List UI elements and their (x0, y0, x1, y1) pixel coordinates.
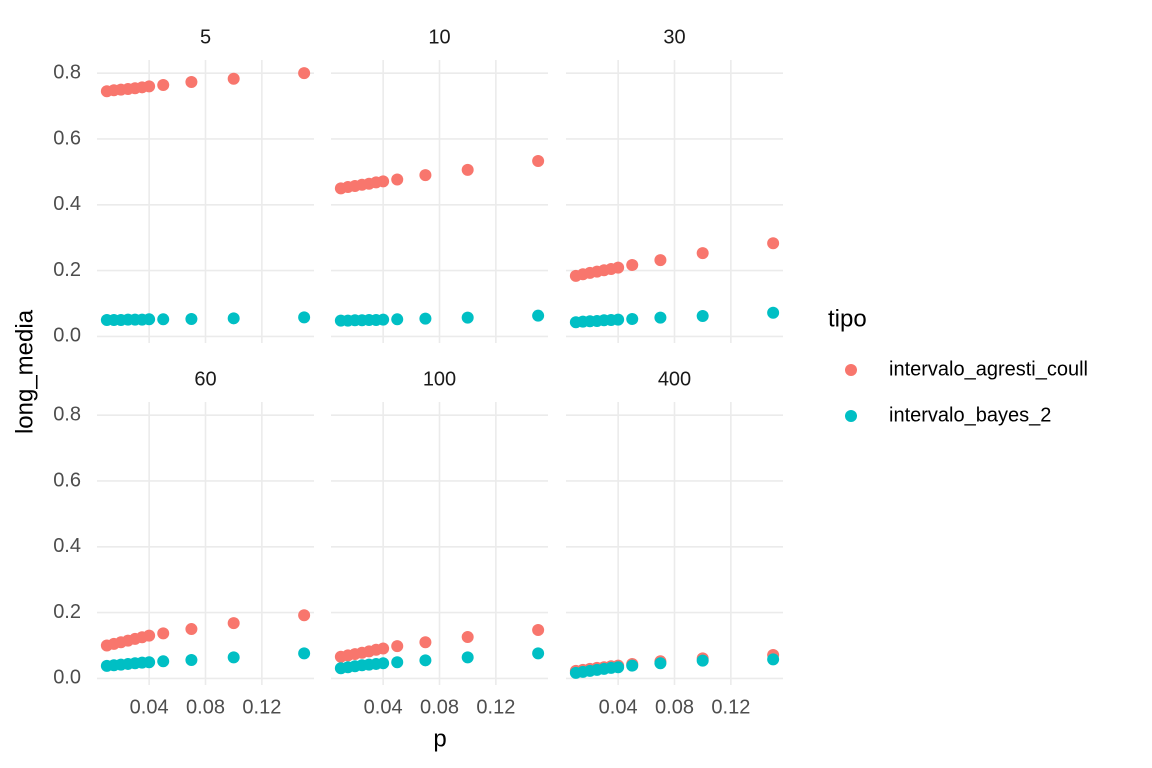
point (391, 313, 404, 326)
facet-title: 10 (428, 26, 450, 48)
y-tick-label: 0.6 (53, 127, 81, 149)
legend-key (845, 364, 857, 376)
point (626, 259, 639, 272)
point (654, 657, 667, 670)
point (227, 312, 240, 325)
y-tick-label: 0.4 (53, 193, 81, 215)
point (391, 656, 404, 669)
point (696, 310, 709, 323)
point (532, 309, 545, 322)
point (227, 617, 240, 630)
point (612, 261, 625, 274)
point (377, 642, 390, 655)
point (419, 654, 432, 667)
legend-label: intervalo_agresti_coull (889, 358, 1088, 380)
legend-key (845, 410, 857, 422)
x-tick-label: 0.04 (599, 696, 638, 718)
point (612, 661, 625, 674)
y-tick-label: 0.4 (53, 535, 81, 557)
point (532, 647, 545, 660)
point (185, 312, 198, 325)
y-tick-label: 0.8 (53, 403, 81, 425)
facet-title: 100 (423, 368, 456, 390)
point (143, 313, 156, 326)
facet-title: 60 (194, 368, 216, 390)
point (391, 640, 404, 653)
point (461, 163, 474, 176)
point (696, 654, 709, 667)
point (391, 173, 404, 186)
point (227, 72, 240, 85)
y-axis-title: long_media (11, 309, 38, 434)
x-axis-title: p (433, 725, 446, 752)
point (143, 656, 156, 669)
x-tick-label: 0.12 (476, 696, 515, 718)
y-tick-label: 0.2 (53, 259, 81, 281)
point (298, 609, 311, 622)
point (461, 651, 474, 664)
point (767, 237, 780, 250)
x-tick-label: 0.04 (364, 696, 403, 718)
point (298, 311, 311, 324)
x-tick-label: 0.08 (186, 696, 225, 718)
point (654, 254, 667, 267)
x-tick-label: 0.12 (711, 696, 750, 718)
point (767, 306, 780, 319)
point (377, 175, 390, 188)
point (419, 636, 432, 649)
y-tick-label: 0.0 (53, 325, 81, 347)
point (532, 624, 545, 637)
point (143, 80, 156, 93)
point (157, 313, 170, 326)
point (767, 653, 780, 666)
legend-label: intervalo_bayes_2 (889, 404, 1051, 426)
point (461, 630, 474, 643)
x-tick-label: 0.04 (130, 696, 169, 718)
point (157, 79, 170, 92)
facet-title: 5 (200, 26, 211, 48)
point (377, 657, 390, 670)
point (227, 651, 240, 664)
facet-title: 400 (658, 368, 691, 390)
point (185, 623, 198, 636)
point (419, 169, 432, 182)
point (626, 659, 639, 672)
facet-title: 30 (663, 26, 685, 48)
point (298, 647, 311, 660)
point (696, 247, 709, 260)
x-tick-label: 0.08 (420, 696, 459, 718)
point (157, 627, 170, 640)
point (654, 311, 667, 324)
point (419, 312, 432, 325)
point (185, 653, 198, 666)
point (626, 312, 639, 325)
point (298, 67, 311, 80)
legend-title: tipo (828, 305, 867, 332)
point (143, 629, 156, 642)
point (377, 313, 390, 326)
point (185, 76, 198, 89)
y-tick-label: 0.6 (53, 469, 81, 491)
x-tick-label: 0.12 (242, 696, 281, 718)
y-tick-label: 0.2 (53, 601, 81, 623)
point (461, 311, 474, 324)
x-tick-label: 0.08 (655, 696, 694, 718)
point (532, 155, 545, 168)
point (612, 313, 625, 326)
y-tick-label: 0.8 (53, 61, 81, 83)
y-tick-label: 0.0 (53, 667, 81, 689)
point (157, 655, 170, 668)
